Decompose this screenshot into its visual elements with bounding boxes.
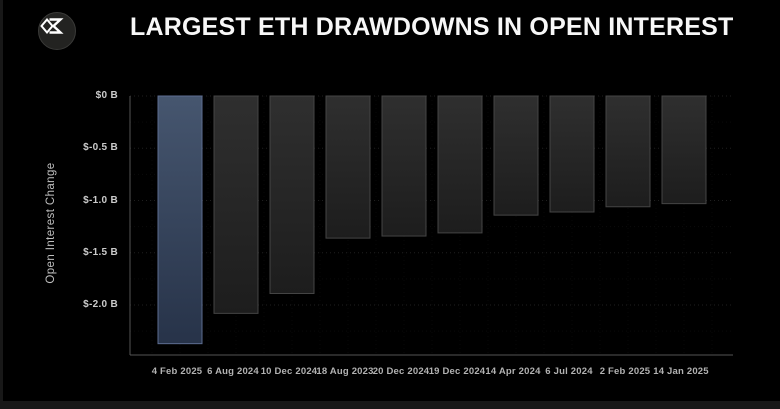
bar-2-feb-2025[interactable] — [605, 95, 651, 208]
x-tick-label: 20 Dec 2024 — [372, 366, 430, 377]
bar-6-aug-2024[interactable] — [213, 95, 259, 314]
x-tick-label: 4 Feb 2025 — [151, 366, 203, 377]
x-tick-label: 6 Aug 2024 — [207, 366, 259, 377]
y-tick-label: $0 B — [95, 90, 118, 101]
y-tick-label: $-2.0 B — [83, 299, 118, 310]
x-tick-label: 6 Jul 2024 — [545, 366, 593, 377]
bar-4-feb-2025[interactable] — [157, 95, 203, 345]
bar-19-dec-2024[interactable] — [437, 95, 483, 234]
x-tick-label: 10 Dec 2024 — [260, 366, 318, 377]
bottom-edge-strip — [0, 401, 780, 409]
brand-logo[interactable] — [38, 12, 76, 50]
y-tick-label: $-1.5 B — [83, 246, 118, 258]
bar-14-jan-2025[interactable] — [661, 95, 707, 205]
x-tick-label: 14 Apr 2024 — [485, 366, 541, 377]
bar-10-dec-2024[interactable] — [269, 95, 315, 295]
bars — [157, 95, 707, 345]
bar-14-apr-2024[interactable] — [493, 95, 539, 216]
left-edge-strip — [0, 0, 3, 409]
x-tick-label: 14 Jan 2025 — [653, 366, 709, 377]
x-tick-label: 19 Dec 2024 — [428, 366, 486, 377]
bar-20-dec-2024[interactable] — [381, 95, 427, 237]
sigma-diamond-icon — [40, 17, 64, 35]
axes — [129, 96, 733, 356]
page-title: LARGEST ETH DRAWDOWNS IN OPEN INTEREST — [130, 13, 734, 41]
bar-18-aug-2023[interactable] — [325, 95, 371, 239]
x-tick-label: 18 Aug 2023 — [316, 366, 374, 377]
y-tick-label: $-0.5 B — [83, 142, 118, 154]
x-tick-label: 2 Feb 2025 — [599, 366, 651, 377]
y-tick-label: $-1.0 B — [83, 194, 118, 206]
bar-6-jul-2024[interactable] — [549, 95, 595, 213]
